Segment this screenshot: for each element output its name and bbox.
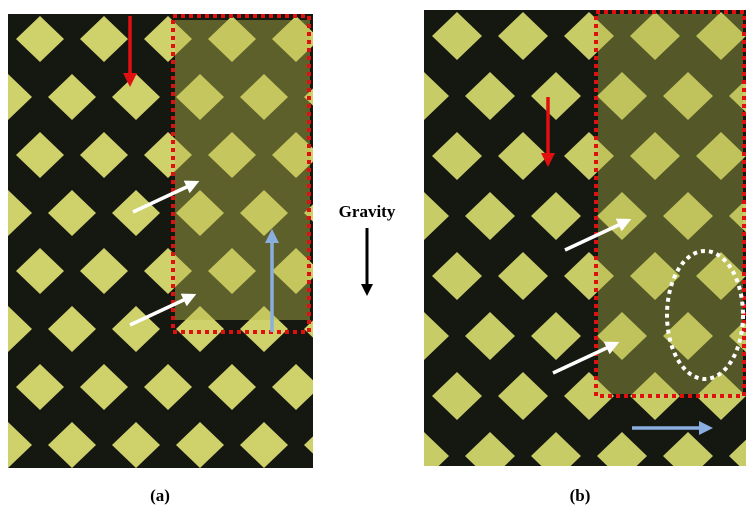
figure: Gravity (a) (b) xyxy=(0,0,747,512)
panel-b xyxy=(424,10,746,466)
panel-a xyxy=(8,14,313,468)
panel-label: (b) xyxy=(570,486,591,505)
deformed-region xyxy=(598,14,743,394)
panel-label: (a) xyxy=(150,486,170,505)
gravity-label: Gravity xyxy=(339,202,396,221)
deformed-region xyxy=(175,20,310,320)
